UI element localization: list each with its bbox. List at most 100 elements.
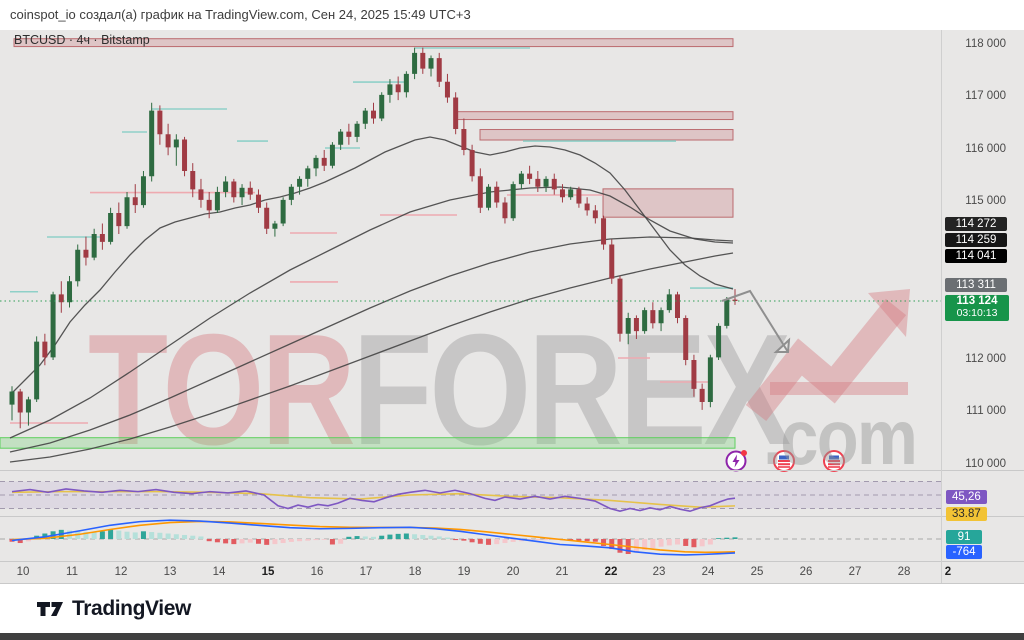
- candle-body: [149, 110, 155, 177]
- symbol-title: BTCUSD · 4ч · Bitstamp: [14, 33, 150, 47]
- candle-body: [58, 294, 64, 303]
- candle-body: [420, 52, 426, 69]
- candle-body: [453, 97, 459, 129]
- tradingview-logo-icon: [37, 602, 63, 616]
- macd-histogram-bar: [601, 539, 607, 546]
- candle-body: [658, 310, 664, 324]
- macd-histogram-bar: [255, 539, 261, 544]
- candle-body: [576, 189, 582, 204]
- candle-body: [297, 178, 303, 187]
- candle-body: [108, 213, 114, 242]
- macd-histogram-bar: [453, 539, 459, 541]
- macd-histogram-bar: [338, 539, 344, 544]
- supply-zone[interactable]: [455, 111, 734, 121]
- macd-histogram-bar: [214, 539, 220, 543]
- candle-body: [568, 189, 574, 198]
- candle-body: [140, 176, 146, 206]
- macd-histogram-bar: [716, 538, 722, 539]
- candle-body: [674, 294, 680, 318]
- projection-arrow-head: [773, 337, 791, 353]
- candle-body: [116, 213, 122, 227]
- supply-zone[interactable]: [479, 129, 734, 141]
- candle-body: [247, 187, 253, 195]
- macd-histogram-bar: [584, 539, 590, 542]
- macd-histogram-bar: [288, 539, 294, 542]
- macd-histogram-bar: [108, 529, 114, 539]
- candle-body: [428, 58, 434, 69]
- demand-zone[interactable]: [0, 437, 736, 449]
- macd-histogram-bar: [674, 539, 680, 545]
- candle-body: [239, 187, 245, 198]
- macd-histogram-bar: [403, 533, 409, 539]
- rsi-line[interactable]: [11, 488, 736, 513]
- candle-body: [338, 131, 344, 145]
- moving-average-line-2[interactable]: [9, 186, 734, 439]
- macd-histogram-bar: [732, 537, 738, 539]
- candle-body: [83, 249, 89, 258]
- candle-body: [165, 134, 171, 148]
- candle-body: [272, 223, 278, 229]
- macd-histogram-bar: [724, 537, 730, 539]
- moving-average-line-3[interactable]: [9, 236, 734, 453]
- candle-body: [25, 399, 31, 413]
- macd-histogram-bar: [149, 532, 155, 539]
- macd-histogram-bar: [461, 539, 467, 541]
- candle-body: [502, 202, 508, 219]
- macd-histogram-bar: [486, 539, 492, 545]
- candle-body: [584, 203, 590, 211]
- projection-arrow[interactable]: [721, 289, 789, 353]
- macd-histogram-bar: [477, 539, 483, 544]
- macd-histogram-bar: [510, 539, 516, 542]
- macd-histogram-bar: [699, 539, 705, 547]
- macd-histogram-bar: [116, 530, 122, 539]
- attribution-text: coinspot_io создал(а) график на TradingV…: [10, 7, 471, 22]
- macd-histogram-bar: [362, 536, 368, 539]
- footer-strip: [0, 633, 1024, 640]
- macd-histogram-bar: [239, 539, 245, 544]
- macd-histogram-bar: [99, 531, 105, 539]
- macd-histogram-bar: [25, 539, 31, 542]
- macd-histogram-bar: [592, 539, 598, 542]
- candle-body: [255, 194, 261, 208]
- macd-histogram-bar: [206, 539, 212, 542]
- candle-body: [329, 144, 335, 166]
- macd-line[interactable]: [11, 519, 736, 556]
- supply-zone[interactable]: [602, 188, 734, 218]
- macd-histogram-bar: [650, 539, 656, 549]
- moving-average-line-4[interactable]: [9, 252, 734, 463]
- candle-body: [395, 84, 401, 93]
- macd-histogram-bar: [371, 536, 377, 539]
- candle-body: [625, 318, 631, 334]
- candle-body: [91, 234, 97, 258]
- candle-body: [75, 249, 81, 282]
- candle-body: [535, 178, 541, 187]
- candle-body: [231, 181, 237, 198]
- candle-body: [633, 318, 639, 332]
- candle-body: [9, 391, 15, 405]
- candle-body: [50, 294, 56, 358]
- candle-body: [173, 139, 179, 148]
- macd-histogram-bar: [379, 535, 385, 539]
- macd-histogram-bar: [17, 539, 23, 544]
- macd-histogram-bar: [535, 539, 541, 541]
- candle-body: [461, 129, 467, 150]
- macd-histogram-bar: [182, 534, 188, 539]
- macd-histogram-bar: [707, 539, 713, 545]
- supply-zone[interactable]: [13, 38, 734, 48]
- macd-histogram-bar: [157, 532, 163, 539]
- macd-histogram-bar: [412, 534, 418, 539]
- macd-histogram-bar: [190, 535, 196, 539]
- candle-body: [379, 94, 385, 119]
- tradingview-logo[interactable]: TradingView: [36, 597, 191, 621]
- macd-histogram-bar: [91, 532, 97, 539]
- macd-histogram-bar: [247, 539, 253, 543]
- moving-average-line-1[interactable]: [9, 136, 734, 396]
- candle-body: [666, 294, 672, 311]
- candle-body: [214, 192, 220, 211]
- macd-histogram-bar: [666, 539, 672, 546]
- macd-histogram-bar: [173, 534, 179, 539]
- candle-body: [650, 310, 656, 324]
- candle-body: [403, 73, 409, 93]
